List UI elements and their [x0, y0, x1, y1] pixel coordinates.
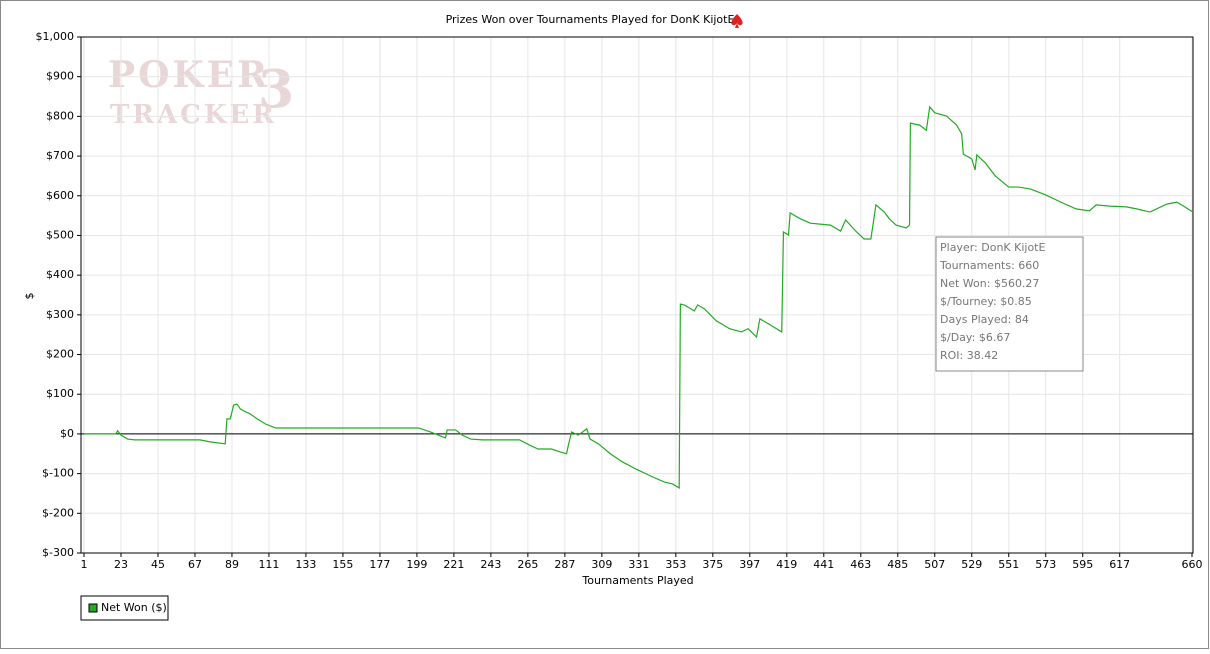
y-tick-label: $400 [46, 268, 74, 281]
x-tick-label: 375 [702, 558, 723, 571]
x-tick-label: 133 [295, 558, 316, 571]
tooltip-line: $/Day: $6.67 [940, 331, 1010, 344]
x-tick-label: 485 [887, 558, 908, 571]
y-axis-label: $ [23, 293, 36, 300]
chart-title: Prizes Won over Tournaments Played for D… [446, 13, 735, 26]
x-tick-label: 463 [850, 558, 871, 571]
x-tick-label: 45 [151, 558, 165, 571]
tooltip-line: ROI: 38.42 [940, 349, 998, 362]
watermark: TRACKER [110, 100, 277, 130]
y-tick-label: $200 [46, 348, 74, 361]
grid: $-300 $-200 $-100 $0 $100 $200 $300 $400 $500 $60… [36, 30, 1203, 571]
x-tick-label: 265 [517, 558, 538, 571]
x-tick-label: 309 [591, 558, 612, 571]
tooltip-line: Net Won: $560.27 [940, 277, 1039, 290]
tooltip-line: $/Tourney: $0.85 [940, 295, 1032, 308]
y-tick-label: $700 [46, 149, 74, 162]
x-tick-label: 529 [961, 558, 982, 571]
x-tick-label: 177 [369, 558, 390, 571]
y-tick-label: $100 [46, 387, 74, 400]
tooltip-line: Days Played: 84 [940, 313, 1029, 326]
series-line [84, 105, 1193, 489]
x-tick-label: 507 [924, 558, 945, 571]
y-tick-label: $-300 [42, 546, 74, 559]
watermark: POKER [108, 54, 270, 96]
y-tick-label: $600 [46, 189, 74, 202]
y-tick-label: $-100 [42, 467, 74, 480]
x-tick-label: 353 [665, 558, 686, 571]
x-axis-label: Tournaments Played [581, 574, 693, 587]
y-tick-label: $0 [60, 427, 74, 440]
x-tick-label: 111 [258, 558, 279, 571]
tooltip-line: Player: DonK KijotE [940, 241, 1045, 254]
legend-label: Net Won ($) [101, 601, 167, 614]
x-tick-label: 551 [998, 558, 1019, 571]
plot-border [80, 36, 1194, 554]
y-tick-label: $900 [46, 70, 74, 83]
x-tick-label: 1 [81, 558, 88, 571]
x-tick-label: 441 [813, 558, 834, 571]
y-tick-label: $300 [46, 308, 74, 321]
x-tick-label: 595 [1072, 558, 1093, 571]
y-tick-label: $800 [46, 109, 74, 122]
legend-swatch [88, 603, 98, 613]
spade-icon [731, 14, 743, 28]
x-tick-label: 419 [776, 558, 797, 571]
x-tick-label: 199 [406, 558, 427, 571]
x-tick-label: 243 [480, 558, 501, 571]
x-tick-label: 617 [1109, 558, 1130, 571]
x-tick-label: 287 [554, 558, 575, 571]
x-tick-label: 155 [332, 558, 353, 571]
x-tick-label: 397 [739, 558, 760, 571]
y-tick-label: $500 [46, 228, 74, 241]
x-tick-label: 23 [114, 558, 128, 571]
x-tick-label: 660 [1182, 558, 1203, 571]
tooltip-box [935, 236, 1084, 372]
watermark: 3 [258, 60, 297, 121]
x-tick-label: 221 [443, 558, 464, 571]
y-tick-label: $1,000 [36, 30, 75, 43]
tooltip: Player: DonK KijotE Tournaments: 660 Net W… [939, 241, 1045, 362]
x-tick-label: 89 [225, 558, 239, 571]
x-tick-label: 67 [188, 558, 202, 571]
x-tick-label: 573 [1035, 558, 1056, 571]
x-tick-label: 331 [628, 558, 649, 571]
plot [81, 105, 1193, 489]
tooltip-line: Tournaments: 660 [939, 259, 1039, 272]
y-tick-label: $-200 [42, 506, 74, 519]
